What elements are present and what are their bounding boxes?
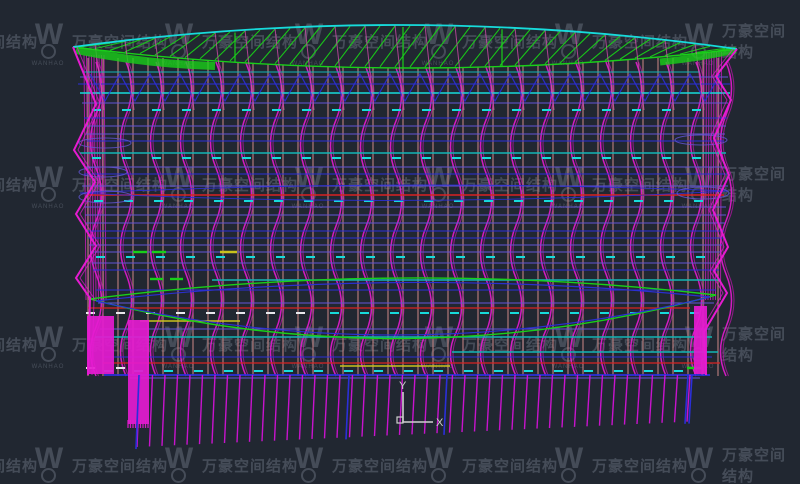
bottom-columns	[135, 374, 693, 450]
zigzag-braces	[89, 72, 721, 103]
ring-ellipses	[78, 134, 730, 340]
level-lines	[78, 71, 730, 379]
dense-blobs	[87, 306, 707, 428]
ucs-icon: Y X	[396, 380, 444, 429]
ucs-y-label: Y	[399, 380, 407, 392]
facade-silhouette	[72, 46, 738, 376]
top-ring-band	[72, 24, 738, 111]
ucs-x-label: X	[436, 417, 444, 429]
